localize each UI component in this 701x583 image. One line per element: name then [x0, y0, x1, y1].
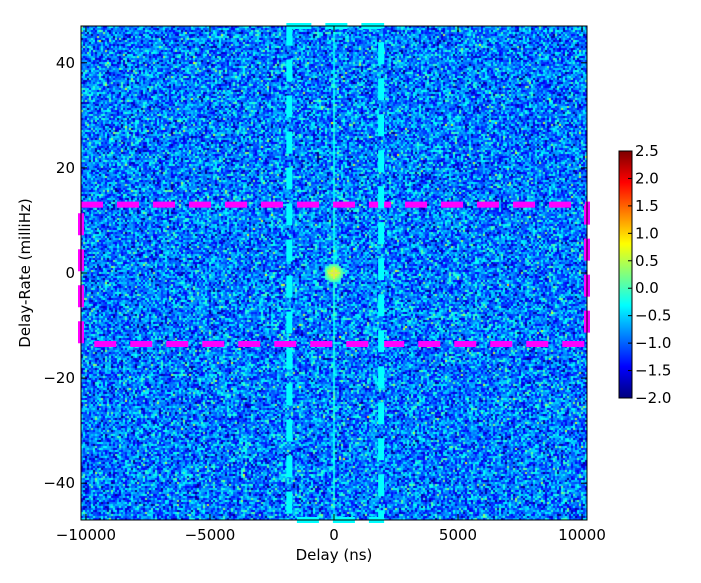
- x-tick-label: 10000: [558, 526, 606, 544]
- fringe-peak: [328, 267, 340, 279]
- search-window-1: [78, 201, 590, 347]
- colorbar-tick-label: −2.0: [635, 389, 671, 407]
- x-tick-label: −5000: [185, 526, 236, 544]
- x-tick-label: 5000: [439, 526, 477, 544]
- y-tick-label: 40: [56, 54, 75, 72]
- y-tick-label: −20: [43, 369, 75, 387]
- colorbar-tick-label: 0.5: [635, 252, 659, 270]
- colorbar-ticks: 2.5 2.0 1.5 1.0 0.5 0.0 −0.5 −1.0 −1.5 −2.0: [628, 142, 671, 407]
- colorbar-tick-label: −0.5: [635, 307, 671, 325]
- y-tick-label: −40: [43, 474, 75, 492]
- x-axis: −10000 −5000 0 5000 10000: [56, 26, 606, 544]
- y-axis-label: Delay-Rate (milliHz): [16, 198, 34, 347]
- x-tick-label: −10000: [56, 526, 116, 544]
- colorbar-tick-label: 0.0: [635, 279, 659, 297]
- y-tick-label: 0: [65, 264, 75, 282]
- colorbar-tick-label: 2.5: [635, 142, 659, 160]
- y-tick-label: 20: [56, 159, 75, 177]
- colorbar-tick-label: −1.0: [635, 334, 671, 352]
- peak-marker: [328, 267, 340, 279]
- y-axis: −40 −20 0 20 40: [43, 54, 587, 492]
- x-axis-label: Delay (ns): [296, 546, 373, 564]
- colorbar: [619, 151, 632, 398]
- colorbar-frame: [618, 150, 633, 399]
- colorbar-tick-label: 1.5: [635, 197, 659, 215]
- x-tick-label: 0: [329, 526, 339, 544]
- colorbar-tick-label: −1.5: [635, 362, 671, 380]
- colorbar-tick-label: 1.0: [635, 224, 659, 242]
- colorbar-tick-label: 2.0: [635, 169, 659, 187]
